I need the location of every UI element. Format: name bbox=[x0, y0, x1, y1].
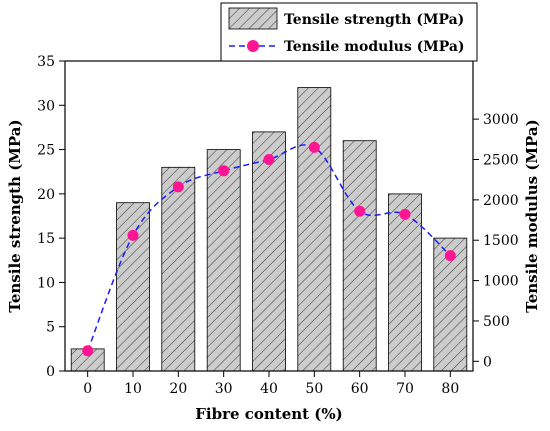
legend-bar-swatch bbox=[228, 7, 278, 30]
modulus-point-50 bbox=[308, 141, 320, 153]
modulus-point-20 bbox=[172, 181, 184, 193]
x-axis: 0 10 20 30 40 50 60 70 80 bbox=[83, 371, 459, 397]
bar-series bbox=[70, 87, 468, 372]
y2-tick-label: 1000 bbox=[483, 274, 519, 290]
y2-tick-label: 1500 bbox=[483, 233, 519, 249]
y-tick-label: 30 bbox=[37, 98, 55, 114]
bar-10 bbox=[116, 202, 150, 372]
x-tick-label: 20 bbox=[169, 381, 187, 397]
legend-label-strength: Tensile strength (MPa) bbox=[284, 12, 464, 28]
y-tick-label: 10 bbox=[37, 275, 55, 291]
x-tick-label: 0 bbox=[83, 381, 92, 397]
legend-line-marker bbox=[247, 40, 259, 52]
bar-50 bbox=[297, 87, 332, 372]
legend: Tensile strength (MPa) Tensile modulus (… bbox=[220, 2, 478, 62]
y2-tick-label: 0 bbox=[483, 354, 492, 370]
bar-40 bbox=[252, 131, 286, 372]
y2-tick-label: 2500 bbox=[483, 152, 519, 168]
y2-tick-label: 2000 bbox=[483, 193, 519, 209]
modulus-point-80 bbox=[444, 250, 456, 262]
modulus-point-70 bbox=[399, 208, 411, 220]
bar-20 bbox=[161, 166, 196, 372]
x-tick-label: 30 bbox=[215, 381, 233, 397]
bar-60 bbox=[342, 140, 377, 372]
y2-tick-label: 500 bbox=[483, 314, 510, 330]
modulus-point-30 bbox=[218, 165, 230, 177]
bar-30 bbox=[206, 149, 241, 372]
y-axis-title: Tensile strength (MPa) bbox=[6, 119, 24, 312]
y2-tick-label: 3000 bbox=[483, 112, 519, 128]
y-tick-label: 0 bbox=[46, 364, 55, 380]
bar-70 bbox=[388, 193, 422, 372]
x-tick-label: 80 bbox=[441, 381, 459, 397]
y-tick-label: 35 bbox=[37, 54, 55, 70]
x-tick-label: 40 bbox=[260, 381, 278, 397]
x-axis-title: Fibre content (%) bbox=[195, 405, 343, 423]
y-tick-label: 20 bbox=[37, 187, 55, 203]
x-tick-label: 60 bbox=[351, 381, 369, 397]
modulus-point-40 bbox=[263, 154, 275, 165]
legend-label-modulus: Tensile modulus (MPa) bbox=[284, 39, 465, 55]
y2-axis-title: Tensile modulus (MPa) bbox=[523, 119, 541, 312]
modulus-point-60 bbox=[354, 205, 366, 217]
y-tick-label: 25 bbox=[37, 143, 55, 159]
x-tick-label: 50 bbox=[305, 381, 323, 397]
x-tick-label: 70 bbox=[396, 381, 414, 397]
modulus-point-0 bbox=[82, 345, 94, 357]
x-tick-label: 10 bbox=[124, 381, 142, 397]
modulus-point-10 bbox=[127, 229, 139, 241]
y-axis-right: 0 500 1000 1500 2000 2500 3000 bbox=[473, 112, 519, 370]
line-series bbox=[82, 141, 456, 357]
y-axis-left: 0 5 10 15 20 25 30 35 bbox=[37, 54, 65, 380]
y-tick-label: 15 bbox=[37, 231, 55, 247]
y-tick-label: 5 bbox=[46, 320, 55, 336]
